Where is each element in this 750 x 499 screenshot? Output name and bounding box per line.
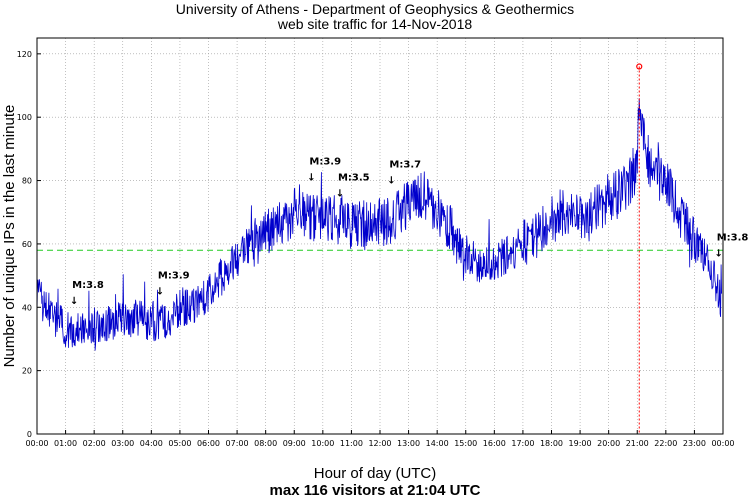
x-tick-label: 06:00 — [197, 439, 220, 448]
down-arrow-icon: ↓ — [307, 173, 315, 184]
down-arrow-icon: ↓ — [387, 176, 395, 187]
down-arrow-icon: ↓ — [336, 188, 344, 199]
series-line — [37, 98, 722, 351]
x-tick-label: 18:00 — [540, 439, 563, 448]
down-arrow-icon: ↓ — [715, 249, 723, 260]
x-tick-label: 00:00 — [25, 439, 48, 448]
x-tick-label: 01:00 — [54, 439, 77, 448]
down-arrow-icon: ↓ — [70, 296, 78, 307]
chart-subtitle: web site traffic for 14-Nov-2018 — [277, 16, 473, 32]
quake-annotation-label: M:3.7 — [389, 160, 421, 171]
quake-annotation-label: M:3.5 — [338, 172, 370, 183]
down-arrow-icon: ↓ — [156, 287, 164, 298]
plot-frame — [36, 37, 724, 435]
quake-annotation-label: M:3.9 — [309, 157, 341, 168]
x-axis-ticks: 00:00 01:00 02:00 03:00 04:00 05:00 06:00 07:00… — [25, 430, 735, 448]
y-tick-label: 0 — [27, 430, 32, 439]
x-tick-label: 22:00 — [654, 439, 677, 448]
x-tick-label: 00:00 — [711, 439, 734, 448]
x-tick-label: 17:00 — [511, 439, 534, 448]
x-tick-label: 21:00 — [626, 439, 649, 448]
x-tick-label: 11:00 — [340, 439, 363, 448]
x-tick-label: 02:00 — [83, 439, 106, 448]
x-tick-label: 07:00 — [226, 439, 249, 448]
x-tick-label: 15:00 — [454, 439, 477, 448]
max-summary: max 116 visitors at 21:04 UTC — [269, 482, 481, 499]
y-axis-label: Number of unique IPs in the last minute — [1, 105, 18, 368]
x-tick-label: 12:00 — [368, 439, 391, 448]
x-tick-label: 20:00 — [597, 439, 620, 448]
x-tick-label: 23:00 — [683, 439, 706, 448]
x-tick-label: 08:00 — [254, 439, 277, 448]
x-tick-label: 04:00 — [140, 439, 163, 448]
y-tick-label: 60 — [22, 240, 32, 249]
x-tick-label: 09:00 — [283, 439, 306, 448]
x-tick-label: 03:00 — [111, 439, 134, 448]
x-tick-label: 14:00 — [426, 439, 449, 448]
quake-annotation-label: M:3.8 — [72, 280, 104, 291]
x-tick-label: 16:00 — [483, 439, 506, 448]
quake-annotation-label: M:3.8 — [717, 233, 749, 244]
x-tick-label: 10:00 — [311, 439, 334, 448]
y-tick-label: 20 — [22, 367, 32, 376]
x-axis-label: Hour of day (UTC) — [313, 465, 437, 482]
chart-title: University of Athens - Department of Geo… — [175, 1, 575, 17]
y-tick-label: 80 — [22, 177, 32, 186]
y-tick-label: 100 — [17, 113, 32, 122]
y-tick-label: 40 — [22, 303, 32, 312]
quake-annotation-label: M:3.9 — [158, 271, 190, 282]
x-tick-label: 05:00 — [168, 439, 191, 448]
max-marker-dot — [636, 63, 643, 70]
y-tick-label: 120 — [17, 50, 32, 59]
x-tick-label: 19:00 — [569, 439, 592, 448]
x-tick-label: 13:00 — [397, 439, 420, 448]
annotations: M:3.8 ↓ M:3.9 ↓ M:3.9 ↓ M:3.5 ↓ M:3.7 ↓ M:3.8 ↓ — [70, 157, 748, 308]
